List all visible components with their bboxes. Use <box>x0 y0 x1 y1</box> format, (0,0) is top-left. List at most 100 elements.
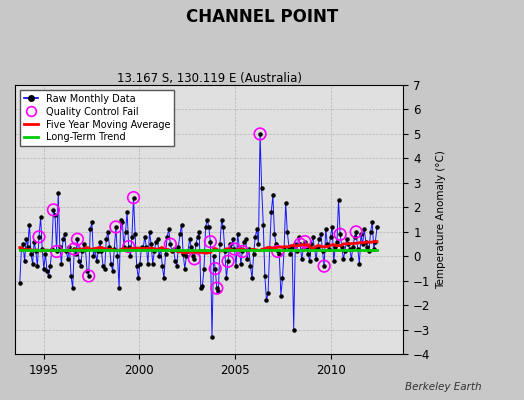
Point <box>366 229 375 235</box>
Point <box>238 248 247 255</box>
Point <box>326 234 335 240</box>
Point <box>168 248 176 255</box>
Point <box>25 221 34 228</box>
Point <box>81 246 90 252</box>
Point <box>46 263 54 269</box>
Point <box>192 241 200 247</box>
Point <box>104 229 112 235</box>
Point <box>278 275 287 282</box>
Point <box>72 251 80 257</box>
Point <box>224 258 232 264</box>
Point <box>116 216 125 223</box>
Point <box>315 236 323 242</box>
Point <box>221 248 229 255</box>
Point <box>107 260 115 267</box>
Point <box>277 292 285 299</box>
Point <box>235 243 244 250</box>
Point <box>139 246 147 252</box>
Point <box>291 241 300 247</box>
Point <box>275 251 283 257</box>
Point <box>339 256 347 262</box>
Point <box>187 243 195 250</box>
Point <box>83 268 91 274</box>
Point <box>266 246 274 252</box>
Point <box>31 248 40 255</box>
Point <box>154 236 162 242</box>
Text: Berkeley Earth: Berkeley Earth <box>406 382 482 392</box>
Point <box>289 326 298 333</box>
Point <box>362 238 370 245</box>
Point <box>307 241 315 247</box>
Point <box>200 265 208 272</box>
Point <box>355 260 364 267</box>
Point <box>322 226 330 233</box>
Point <box>368 219 376 225</box>
Point <box>125 243 133 250</box>
Point <box>70 246 79 252</box>
Point <box>69 285 77 291</box>
Point <box>274 248 282 255</box>
Point <box>305 258 314 264</box>
Point <box>172 263 181 269</box>
Point <box>259 221 267 228</box>
Point <box>365 248 373 255</box>
Point <box>330 258 338 264</box>
Point <box>328 224 336 230</box>
Point <box>125 243 133 250</box>
Point <box>204 224 213 230</box>
Point <box>96 238 104 245</box>
Point <box>190 256 199 262</box>
Point <box>301 238 309 245</box>
Point <box>84 273 93 279</box>
Point <box>352 229 361 235</box>
Point <box>274 248 282 255</box>
Point <box>118 219 126 225</box>
Point <box>302 243 311 250</box>
Point <box>351 234 359 240</box>
Point <box>166 241 174 247</box>
Point <box>230 246 238 252</box>
Point <box>344 241 352 247</box>
Point <box>122 229 130 235</box>
Point <box>333 238 341 245</box>
Point <box>133 263 141 269</box>
Point <box>38 246 47 252</box>
Point <box>35 234 43 240</box>
Point <box>176 231 184 238</box>
Point <box>296 241 304 247</box>
Point <box>147 241 155 247</box>
Point <box>134 275 143 282</box>
Point <box>144 260 152 267</box>
Point <box>112 224 120 230</box>
Point <box>219 224 227 230</box>
Point <box>33 263 41 269</box>
Point <box>288 243 296 250</box>
Point <box>263 297 271 304</box>
Point <box>123 209 132 216</box>
Point <box>113 253 122 260</box>
Point <box>334 197 343 203</box>
Point <box>264 290 272 296</box>
Point <box>280 246 288 252</box>
Point <box>237 260 245 267</box>
Point <box>86 226 94 233</box>
Point <box>24 243 32 250</box>
Point <box>243 256 252 262</box>
Point <box>54 190 62 196</box>
Point <box>281 199 290 206</box>
Point <box>49 207 58 213</box>
Point <box>145 229 154 235</box>
Point <box>182 253 191 260</box>
Point <box>102 236 111 242</box>
Point <box>193 234 202 240</box>
Point <box>293 248 301 255</box>
Point <box>140 234 149 240</box>
Point <box>312 256 320 262</box>
Point <box>206 238 215 245</box>
Point <box>171 258 179 264</box>
Point <box>246 263 255 269</box>
Point <box>157 246 165 252</box>
Point <box>119 243 128 250</box>
Point <box>136 260 144 267</box>
Point <box>373 224 381 230</box>
